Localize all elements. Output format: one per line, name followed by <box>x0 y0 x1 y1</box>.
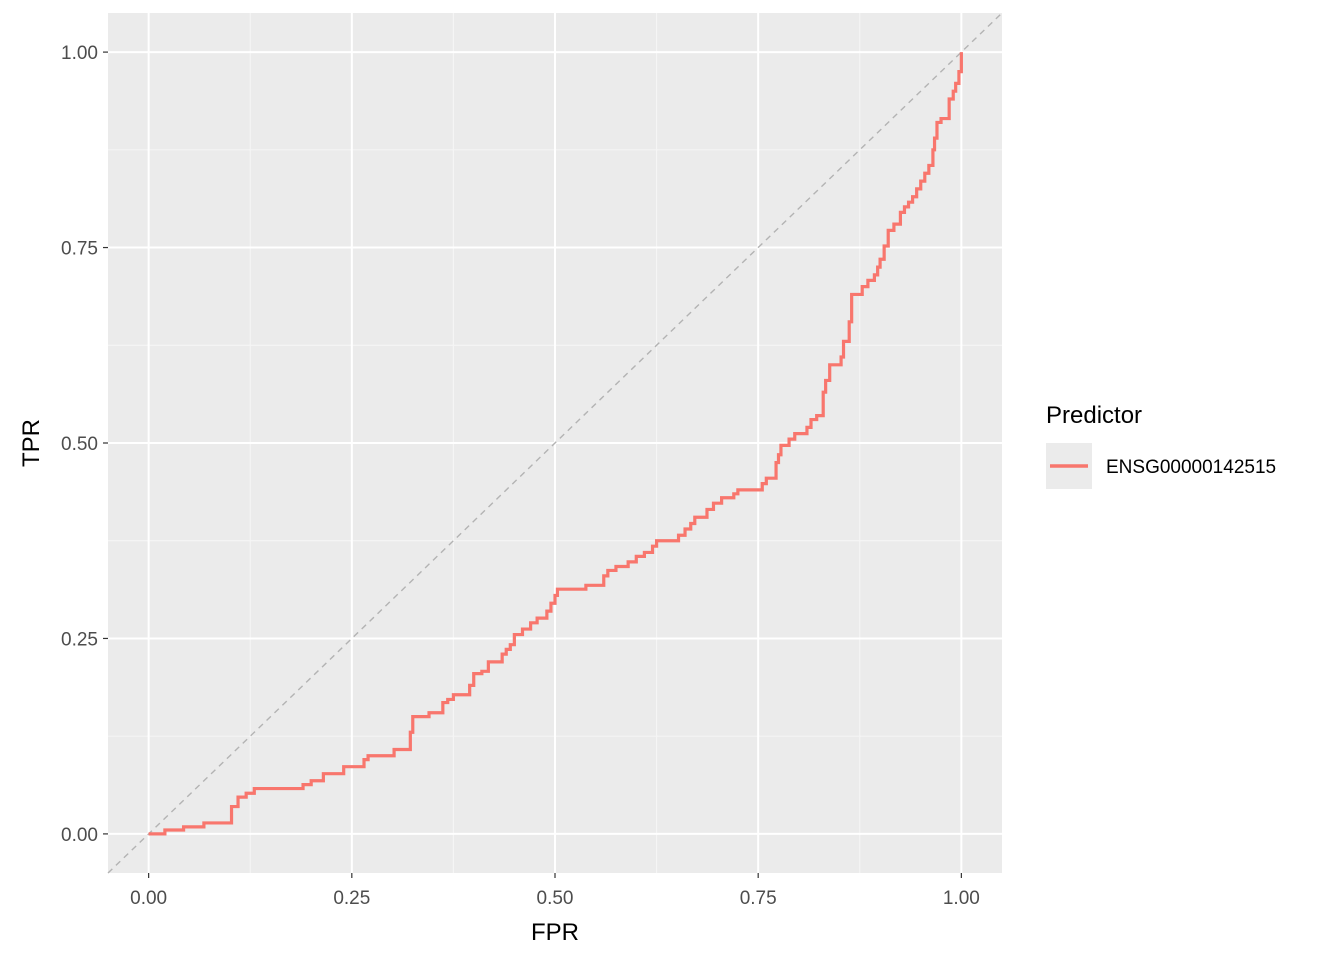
y-tick-label: 1.00 <box>61 43 98 64</box>
x-tick-label: 0.75 <box>740 888 777 909</box>
x-tick-label: 0.25 <box>333 888 370 909</box>
x-tick-label: 0.50 <box>537 888 574 909</box>
reference-diagonal <box>107 12 1003 874</box>
legend-label: ENSG00000142515 <box>1106 457 1276 478</box>
y-axis-title: TPR <box>18 419 45 467</box>
legend-title: Predictor <box>1046 402 1142 429</box>
x-tick-label: 0.00 <box>130 888 167 909</box>
x-tick-label: 1.00 <box>943 888 980 909</box>
legend: Predictor ENSG00000142515 <box>1046 402 1276 489</box>
x-axis: 0.00 0.25 0.50 0.75 1.00 <box>130 873 980 909</box>
y-tick-label: 0.50 <box>61 434 98 455</box>
series-line-ENSG00000142515 <box>148 52 963 836</box>
y-tick-label: 0.00 <box>61 825 98 846</box>
y-tick-label: 0.75 <box>61 239 98 260</box>
x-axis-title: FPR <box>531 919 579 946</box>
y-tick-label: 0.25 <box>61 629 98 650</box>
y-axis: 0.00 0.25 0.50 0.75 1.00 <box>61 43 108 846</box>
series-layer <box>148 52 963 836</box>
